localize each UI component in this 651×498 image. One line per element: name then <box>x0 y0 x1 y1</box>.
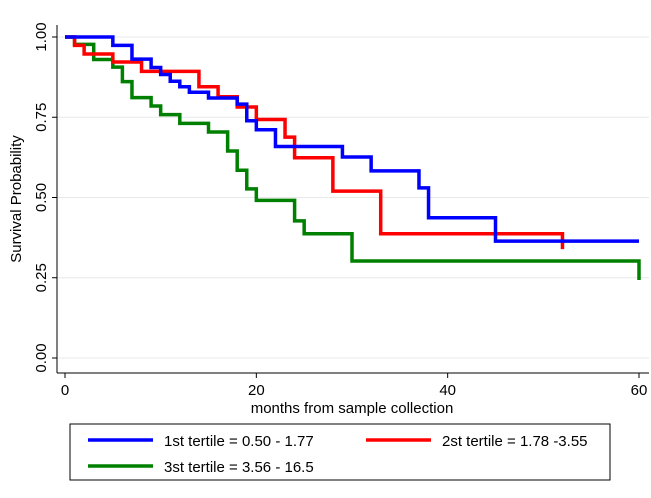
legend-label-1: 1st tertile = 0.50 - 1.77 <box>164 433 314 450</box>
y-ticks: 0.00 0.25 0.50 0.75 1.00 <box>33 22 57 373</box>
x-tick-label-2: 40 <box>439 382 456 399</box>
y-tick-label-4: 1.00 <box>33 22 50 51</box>
series-line-3 <box>65 35 641 280</box>
gridlines <box>57 36 649 359</box>
legend-label-2: 2st tertile = 1.78 -3.55 <box>442 433 588 450</box>
legend: 1st tertile = 0.50 - 1.77 2st tertile = 1… <box>69 423 611 481</box>
x-tick-label-0: 0 <box>61 382 69 399</box>
axes <box>56 25 649 374</box>
x-tick-label-1: 20 <box>248 382 265 399</box>
x-tick-label-3: 60 <box>631 382 648 399</box>
x-axis-title: months from sample collection <box>251 400 454 417</box>
series-lines <box>65 35 641 280</box>
series-line-1 <box>65 35 639 243</box>
y-tick-label-3: 0.75 <box>33 103 50 132</box>
legend-box <box>69 423 611 481</box>
y-tick-label-0: 0.00 <box>33 343 50 372</box>
legend-label-3: 3st tertile = 3.56 - 16.5 <box>164 459 314 476</box>
y-tick-label-1: 0.25 <box>33 263 50 292</box>
y-tick-label-2: 0.50 <box>33 183 50 212</box>
y-axis-title: Survival Probability <box>8 135 25 263</box>
x-ticks: 0 20 40 60 <box>61 373 648 399</box>
